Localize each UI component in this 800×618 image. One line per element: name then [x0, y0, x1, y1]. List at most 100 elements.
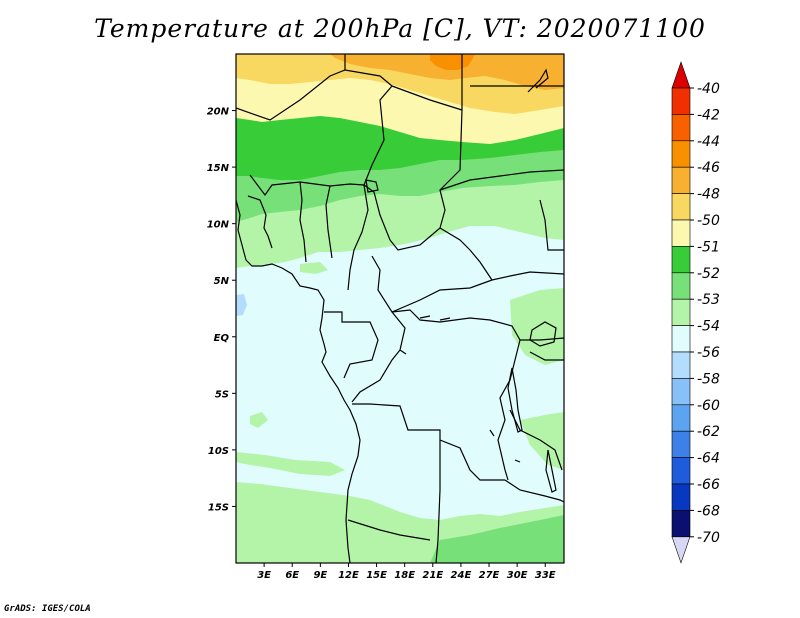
colorbar-segment: [671, 298, 691, 326]
border-sahel-7: [371, 255, 493, 313]
field-patch-southern-deep: [430, 515, 564, 563]
field-level-46: [330, 54, 564, 90]
colorbar-bottom-arrow: [671, 536, 691, 564]
border-north-4: [439, 54, 463, 229]
lake-malawi: [545, 449, 557, 493]
lat-tick-label: 20N: [207, 107, 230, 118]
border-central-2: [351, 311, 406, 403]
border-sahel-4: [325, 185, 333, 259]
border-central-8: [509, 409, 563, 471]
border-central-9: [520, 337, 564, 341]
field-patch-mid: [236, 452, 345, 476]
colorbar-segment: [671, 140, 691, 168]
border-central-5: [435, 440, 441, 563]
border-central-4: [352, 403, 505, 481]
border-central-7: [504, 479, 564, 503]
coastline-west-africa: [236, 199, 361, 563]
lake-chad: [365, 179, 379, 193]
border-central-10: [529, 351, 564, 361]
lake-victoria: [529, 321, 557, 347]
colorbar-label: -56: [697, 345, 720, 361]
colorbar-label: -68: [697, 503, 720, 519]
colorbar-segment: [671, 246, 691, 274]
lon-tick-label: 9E: [313, 570, 327, 581]
red-sea-coast: [527, 68, 549, 93]
border-sahel-2: [247, 195, 273, 249]
colorbar-segment: [671, 193, 691, 221]
border-central-6: [347, 519, 431, 541]
lat-tick-label: EQ: [214, 333, 230, 344]
colorbar-label: -54: [697, 319, 720, 335]
lon-tick-label: 15E: [366, 570, 387, 581]
border-north-6: [391, 85, 463, 111]
colorbar-label: -53: [697, 292, 720, 308]
colorbar-segment: [671, 325, 691, 353]
colorbar-segment: [671, 430, 691, 458]
colorbar-segment: [671, 272, 691, 300]
lon-tick-label: 33E: [535, 570, 556, 581]
border-sahel-5: [347, 184, 369, 291]
border-north-1: [236, 69, 393, 121]
field-patch-small: [250, 412, 268, 428]
lon-tick-label: 21E: [422, 570, 443, 581]
colorbar-label: -44: [697, 134, 720, 150]
colorbar-label: -52: [697, 266, 720, 282]
field-patch-west: [236, 294, 247, 316]
colorbar-label: -40: [697, 81, 720, 97]
lon-tick-label: 12E: [338, 570, 359, 581]
border-sahel-8: [491, 271, 564, 281]
lat-tick-label: 15N: [207, 163, 230, 174]
lon-tick-label: 6E: [285, 570, 299, 581]
colorbar: -40 -42 -44 -46 -48 -50 -51 -52 -53 -54 -56 -58 -60 -…: [671, 61, 720, 564]
colorbar-segment: [671, 114, 691, 142]
lon-tick-label: 3E: [257, 570, 271, 581]
colorbar-label: -64: [697, 451, 720, 467]
colorbar-label: -46: [697, 160, 720, 176]
lon-tick-label: 30E: [507, 570, 528, 581]
lat-tick-label: 10S: [208, 446, 229, 457]
colorbar-segment: [671, 378, 691, 406]
colorbar-segment: [671, 351, 691, 379]
border-north-3: [363, 85, 393, 186]
border-sahel-3: [299, 181, 307, 263]
lat-axis: 20N 15N 10N 5N EQ 5S 10S 15S: [207, 107, 236, 513]
border-sahel-6: [373, 191, 493, 281]
lat-tick-label: 15S: [208, 502, 229, 513]
colorbar-segment: [671, 219, 691, 247]
lake-tanganyika: [507, 367, 523, 433]
colorbar-label: -62: [697, 424, 720, 440]
colorbar-label: -50: [697, 213, 720, 229]
lat-tick-label: 10N: [207, 220, 230, 231]
colorbar-segment: [671, 457, 691, 485]
lon-tick-label: 18E: [394, 570, 415, 581]
colorbar-label: -70: [697, 530, 720, 546]
colorbar-segment: [671, 510, 691, 538]
colorbar-label: -42: [697, 107, 720, 123]
colorbar-segment: [671, 404, 691, 432]
lat-tick-label: 5S: [215, 389, 229, 400]
border-sahel-10: [539, 199, 564, 251]
colorbar-label: -51: [697, 239, 720, 255]
colorbar-top-arrow: [671, 61, 691, 89]
temperature-field: [236, 54, 564, 563]
colorbar-segment: [671, 483, 691, 511]
credit-label: GrADS: IGES/COLA: [4, 604, 91, 614]
country-borders: [236, 54, 564, 563]
lat-tick-label: 5N: [214, 276, 230, 287]
colorbar-segment: [671, 87, 691, 115]
colorbar-segment: [671, 166, 691, 194]
colorbar-label: -48: [697, 187, 720, 203]
field-patch-gulf: [300, 262, 328, 274]
lon-tick-label: 27E: [479, 570, 500, 581]
lon-axis: 3E 6E 9E 12E 15E 18E 21E 24E 27E 30E 33E: [257, 563, 556, 581]
colorbar-label: -66: [697, 477, 720, 493]
border-sahel-9: [439, 169, 564, 191]
field-level-44: [430, 54, 475, 70]
border-central-1: [324, 311, 379, 379]
lon-tick-label: 24E: [451, 570, 472, 581]
map-frame: [235, 53, 565, 564]
colorbar-label: -60: [697, 398, 720, 414]
map-title: Temperature at 200hPa [C], VT: 202007110…: [94, 14, 706, 43]
colorbar-label: -58: [697, 371, 720, 387]
